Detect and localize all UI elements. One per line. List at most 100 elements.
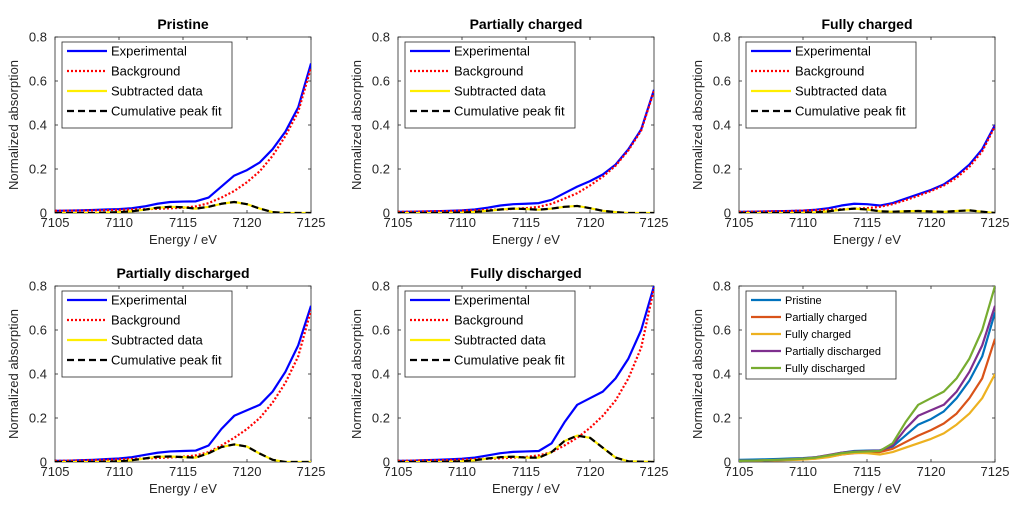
subplot-title: Partially discharged: [116, 265, 249, 281]
subplot-5: 7105 7110 7115 7120 7125 0 0.2 0.4 0.6 0.8 Energy …: [349, 265, 668, 496]
x-axis-label: Energy / eV: [833, 481, 901, 496]
x-tick-label: 7120: [576, 215, 605, 230]
y-tick-label: 0.6: [713, 323, 731, 338]
legend-box: [404, 290, 576, 378]
legend: Experimental Background Subtracted data Cum…: [61, 290, 233, 378]
legend-label: Partially charged: [785, 312, 867, 324]
y-tick-label: 0: [724, 206, 731, 221]
y-tick-label: 0.2: [713, 162, 731, 177]
x-axis-label: Energy / eV: [149, 232, 217, 247]
series-line-cumulative-peak-fit: [55, 200, 311, 213]
y-axis-label: Normalized absorption: [6, 309, 21, 439]
y-tick-label: 0.4: [372, 118, 390, 133]
subplot-title: Fully discharged: [470, 265, 581, 281]
x-tick-label: 7105: [41, 215, 70, 230]
x-tick-label: 7110: [105, 215, 133, 230]
legend-label: Subtracted data: [111, 333, 204, 348]
series-line-experimental: [398, 89, 654, 213]
y-axis-label: Normalized absorption: [349, 60, 364, 190]
legend-label: Experimental: [454, 293, 530, 308]
x-tick-label: 7115: [512, 464, 540, 479]
y-tick-label: 0.4: [29, 118, 47, 133]
y-tick-label: 0.4: [372, 367, 390, 382]
y-tick-label: 0.2: [29, 162, 47, 177]
legend-label: Pristine: [785, 295, 822, 307]
y-tick-label: 0.4: [713, 367, 731, 382]
series-line-experimental: [55, 63, 311, 212]
legend-label: Partially discharged: [785, 346, 881, 358]
y-tick-label: 0.4: [713, 118, 731, 133]
subplot-2: 7105 7110 7115 7120 7125 0 0.2 0.4 0.6 0.8 Energy …: [349, 16, 668, 247]
y-tick-label: 0.4: [29, 367, 47, 382]
x-tick-label: 7120: [917, 464, 946, 479]
y-tick-label: 0.8: [29, 30, 47, 45]
y-tick-label: 0.2: [372, 411, 390, 426]
y-tick-label: 0: [724, 455, 731, 470]
x-tick-label: 7115: [169, 215, 197, 230]
x-axis-label: Energy / eV: [833, 232, 901, 247]
legend-label: Background: [111, 64, 180, 79]
x-axis-label: Energy / eV: [492, 232, 560, 247]
y-tick-label: 0.8: [713, 279, 731, 294]
x-tick-label: 7120: [917, 215, 946, 230]
x-tick-label: 7110: [789, 215, 817, 230]
y-tick-label: 0: [40, 455, 47, 470]
legend: Experimental Background Subtracted data Cum…: [61, 41, 233, 129]
y-axis-label: Normalized absorption: [690, 60, 705, 190]
series-line-fully-discharged: [739, 286, 995, 462]
series-line-cumulative-peak-fit: [398, 204, 654, 213]
legend-label: Subtracted data: [454, 84, 547, 99]
x-tick-label: 7115: [512, 215, 540, 230]
subplot-4: 7105 7110 7115 7120 7125 0 0.2 0.4 0.6 0.8 Energy …: [6, 265, 325, 496]
subplot-3: 7105 7110 7115 7120 7125 0 0.2 0.4 0.6 0.8 Energy …: [690, 16, 1009, 247]
x-tick-label: 7105: [384, 464, 413, 479]
series-line-cumulative-peak-fit: [739, 207, 995, 213]
x-axis-label: Energy / eV: [149, 481, 217, 496]
x-tick-label: 7120: [576, 464, 605, 479]
y-tick-label: 0.2: [29, 411, 47, 426]
x-tick-label: 7125: [297, 464, 326, 479]
series-line-background: [398, 287, 654, 462]
series-line-experimental: [739, 124, 995, 213]
subplot-title: Fully charged: [821, 16, 912, 32]
y-tick-label: 0.6: [29, 323, 47, 338]
subplot-1: 7105 7110 7115 7120 7125 0 0.2 0.4 0.6 0.8 Energy …: [6, 16, 325, 247]
subplot-title: Pristine: [157, 16, 209, 32]
x-tick-label: 7110: [448, 215, 476, 230]
series-line-background: [398, 90, 654, 213]
legend: Pristine Partially charged Fully charged Pa…: [745, 290, 897, 380]
legend-box: [61, 41, 233, 129]
series-line-experimental: [398, 286, 654, 462]
y-tick-label: 0.6: [372, 74, 390, 89]
x-tick-label: 7115: [853, 464, 881, 479]
legend-label: Cumulative peak fit: [111, 104, 222, 119]
x-tick-label: 7125: [640, 215, 669, 230]
x-tick-label: 7105: [41, 464, 70, 479]
y-tick-label: 0.6: [713, 74, 731, 89]
x-tick-label: 7115: [853, 215, 881, 230]
series-line-background: [739, 125, 995, 213]
x-axis-label: Energy / eV: [492, 481, 560, 496]
legend-label: Fully discharged: [785, 363, 865, 375]
x-tick-label: 7110: [789, 464, 817, 479]
legend-label: Cumulative peak fit: [795, 104, 906, 119]
y-tick-label: 0.8: [372, 279, 390, 294]
legend-label: Experimental: [795, 44, 871, 59]
y-tick-label: 0.8: [713, 30, 731, 45]
legend-label: Subtracted data: [111, 84, 204, 99]
legend-box: [745, 41, 917, 129]
x-tick-label: 7105: [725, 464, 754, 479]
legend-label: Subtracted data: [795, 84, 888, 99]
legend: Experimental Background Subtracted data Cum…: [404, 290, 576, 378]
y-tick-label: 0: [383, 455, 390, 470]
subplot-6: 7105 7110 7115 7120 7125 0 0.2 0.4 0.6 0.8 Energy …: [690, 279, 1009, 497]
x-tick-label: 7120: [233, 215, 262, 230]
x-tick-label: 7105: [384, 215, 413, 230]
legend: Experimental Background Subtracted data Cum…: [745, 41, 917, 129]
y-axis-label: Normalized absorption: [6, 60, 21, 190]
legend-label: Experimental: [111, 293, 187, 308]
x-tick-label: 7105: [725, 215, 754, 230]
y-tick-label: 0.2: [372, 162, 390, 177]
x-tick-label: 7110: [105, 464, 133, 479]
